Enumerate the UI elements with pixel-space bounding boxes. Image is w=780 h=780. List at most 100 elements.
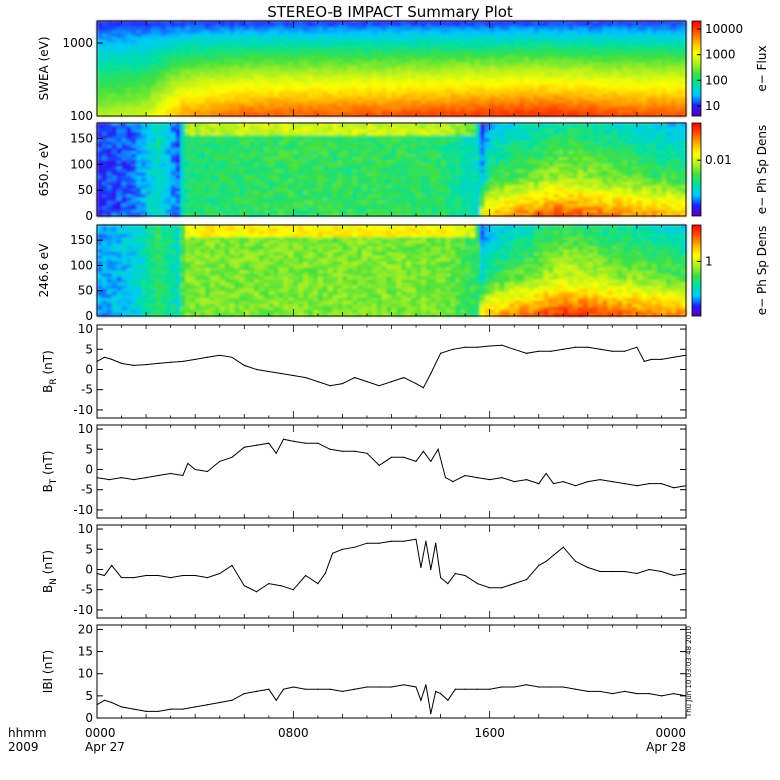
heatmap-cell bbox=[165, 49, 172, 54]
heatmap-cell bbox=[200, 141, 206, 146]
heatmap-cell bbox=[587, 52, 594, 57]
heatmap-cell bbox=[479, 30, 486, 35]
heatmap-cell bbox=[617, 46, 623, 51]
heatmap-cell bbox=[136, 194, 142, 198]
heatmap-cell bbox=[391, 30, 398, 35]
heatmap-cell bbox=[200, 103, 206, 108]
heatmap-cell bbox=[136, 65, 142, 70]
heatmap-cell bbox=[504, 62, 510, 66]
heatmap-cell bbox=[185, 191, 191, 195]
heatmap-cell bbox=[381, 40, 388, 44]
heatmap-cell bbox=[141, 49, 147, 54]
heatmap-cell bbox=[111, 59, 118, 63]
heatmap-cell bbox=[106, 150, 113, 155]
heatmap-cell bbox=[612, 71, 618, 76]
heatmap-cell bbox=[150, 154, 157, 158]
heatmap-cell bbox=[136, 160, 142, 164]
heatmap-cell bbox=[656, 68, 663, 73]
heatmap-cell bbox=[308, 55, 314, 60]
heatmap-cell bbox=[460, 33, 466, 38]
heatmap-cell bbox=[322, 65, 329, 70]
heatmap-cell bbox=[666, 40, 672, 44]
heatmap-cell bbox=[239, 33, 245, 38]
heatmap-cell bbox=[268, 36, 275, 41]
heatmap-cell bbox=[170, 43, 177, 47]
heatmap-cell bbox=[239, 78, 245, 82]
heatmap-cell bbox=[185, 103, 191, 108]
heatmap-cell bbox=[504, 43, 510, 47]
heatmap-cell bbox=[474, 40, 481, 44]
heatmap-cell bbox=[195, 200, 201, 205]
heatmap-cell bbox=[131, 212, 137, 217]
heatmap-cell bbox=[214, 97, 221, 101]
heatmap-cell bbox=[391, 55, 398, 60]
heatmap-cell bbox=[430, 90, 437, 95]
heatmap-cell bbox=[430, 27, 437, 32]
heatmap-cell bbox=[273, 87, 280, 92]
heatmap-cell bbox=[308, 71, 314, 76]
heatmap-cell bbox=[592, 81, 599, 85]
heatmap-cell bbox=[126, 84, 132, 89]
heatmap-cell bbox=[155, 81, 162, 85]
heatmap-cell bbox=[641, 81, 648, 85]
heatmap-cell bbox=[303, 93, 309, 98]
heatmap-cell bbox=[101, 59, 108, 63]
heatmap-cell bbox=[362, 21, 368, 25]
heatmap-cell bbox=[278, 103, 285, 108]
heatmap-cell bbox=[641, 40, 648, 44]
heatmap-cell bbox=[435, 84, 442, 89]
heatmap-cell bbox=[391, 87, 398, 92]
heatmap-cell bbox=[622, 93, 628, 98]
heatmap-cell bbox=[381, 100, 388, 104]
heatmap-cell bbox=[504, 68, 510, 73]
heatmap-cell bbox=[602, 112, 609, 117]
heatmap-cell bbox=[602, 68, 609, 73]
heatmap-cell bbox=[101, 138, 108, 143]
heatmap-cell bbox=[445, 100, 451, 104]
heatmap-cell bbox=[106, 87, 113, 92]
heatmap-cell bbox=[106, 21, 113, 25]
heatmap-cell bbox=[352, 87, 358, 92]
heatmap-cell bbox=[249, 21, 255, 25]
heatmap-cell bbox=[200, 212, 206, 217]
heatmap-cell bbox=[150, 123, 157, 127]
heatmap-cells bbox=[97, 123, 687, 217]
heatmap-cell bbox=[165, 163, 172, 167]
heatmap-cell bbox=[131, 65, 137, 70]
heatmap-cell bbox=[254, 46, 260, 51]
heatmap-cell bbox=[224, 33, 231, 38]
heatmap-cell bbox=[376, 81, 383, 85]
heatmap-cell bbox=[573, 90, 579, 95]
heatmap-cell bbox=[401, 30, 407, 35]
heatmap-cell bbox=[430, 59, 437, 63]
heatmap-cell bbox=[342, 71, 348, 76]
heatmap-cell bbox=[514, 84, 520, 89]
heatmap-cell bbox=[146, 194, 152, 198]
heatmap-cell bbox=[676, 43, 682, 47]
heatmap-cell bbox=[190, 97, 196, 101]
heatmap-cell bbox=[214, 191, 221, 195]
heatmap-cell bbox=[155, 181, 162, 186]
heatmap-cell bbox=[288, 30, 294, 35]
heatmap-cell bbox=[602, 43, 609, 47]
heatmap-cell bbox=[150, 188, 157, 192]
heatmap-cell bbox=[661, 52, 667, 57]
heatmap-cell bbox=[676, 112, 682, 117]
heatmap-cell bbox=[509, 27, 515, 32]
heatmap-cell bbox=[239, 87, 245, 92]
heatmap-cell bbox=[165, 97, 172, 101]
heatmap-cell bbox=[244, 55, 250, 60]
heatmap-cell bbox=[200, 100, 206, 104]
heatmap-cell bbox=[524, 21, 530, 25]
heatmap-cell bbox=[450, 74, 456, 79]
heatmap-cell bbox=[283, 81, 290, 85]
heatmap-cell bbox=[121, 135, 128, 140]
heatmap-cell bbox=[97, 135, 103, 140]
heatmap-cell bbox=[224, 74, 231, 79]
heatmap-cell bbox=[136, 166, 142, 171]
heatmap-cell bbox=[268, 84, 275, 89]
heatmap-cell bbox=[470, 52, 476, 57]
heatmap-cell bbox=[524, 52, 530, 57]
heatmap-cell bbox=[425, 30, 432, 35]
heatmap-cell bbox=[479, 49, 486, 54]
